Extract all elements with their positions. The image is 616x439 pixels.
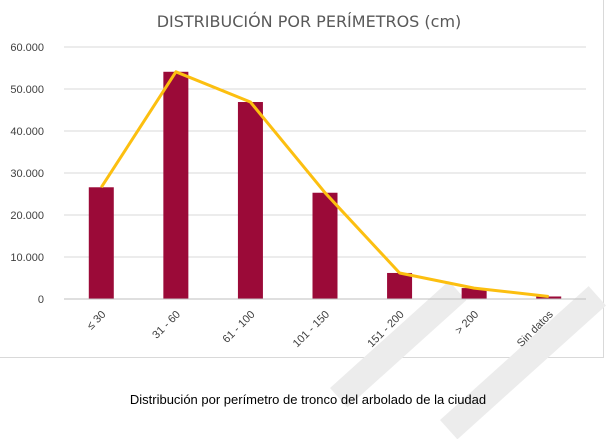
x-tick-label: 61 - 100 xyxy=(221,309,258,346)
bar xyxy=(88,187,114,299)
y-tick-label: 60.000 xyxy=(10,42,44,54)
y-tick-label: 20.000 xyxy=(10,210,44,222)
x-axis-ticks: ≤ 30 31 - 60 61 - 100 101 - 150 151 - 200 > 2… xyxy=(85,308,556,350)
bar xyxy=(387,272,413,299)
bar xyxy=(536,296,562,299)
x-tick-label: 101 - 150 xyxy=(291,309,332,350)
y-tick-label: 30.000 xyxy=(10,168,44,180)
x-tick-label: 31 - 60 xyxy=(150,309,183,342)
perimeter-distribution-chart: DISTRIBUCIÓN POR PERÍMETROS (cm) 0 10.000… xyxy=(10,12,586,350)
x-tick-label: 151 - 200 xyxy=(365,309,406,350)
chart-frame xyxy=(0,0,604,358)
x-tick-label: Sin datos xyxy=(515,308,556,349)
y-axis-ticks: 0 10.000 20.000 30.000 40.000 50.000 60.000 xyxy=(10,42,44,306)
figure-caption: Distribución por perímetro de tronco del… xyxy=(129,392,487,407)
y-tick-label: 50.000 xyxy=(10,84,44,96)
y-tick-label: 0 xyxy=(38,294,44,306)
bar xyxy=(461,288,487,299)
chart-title: DISTRIBUCIÓN POR PERÍMETROS (cm) xyxy=(157,12,462,31)
bar xyxy=(163,71,189,299)
bars xyxy=(88,71,562,300)
y-tick-label: 40.000 xyxy=(10,126,44,138)
bar xyxy=(237,102,263,300)
x-tick-label: ≤ 30 xyxy=(85,309,109,333)
y-tick-label: 10.000 xyxy=(10,252,44,264)
trend-line xyxy=(100,70,549,298)
x-tick-label: > 200 xyxy=(453,309,481,337)
bar xyxy=(312,192,338,299)
